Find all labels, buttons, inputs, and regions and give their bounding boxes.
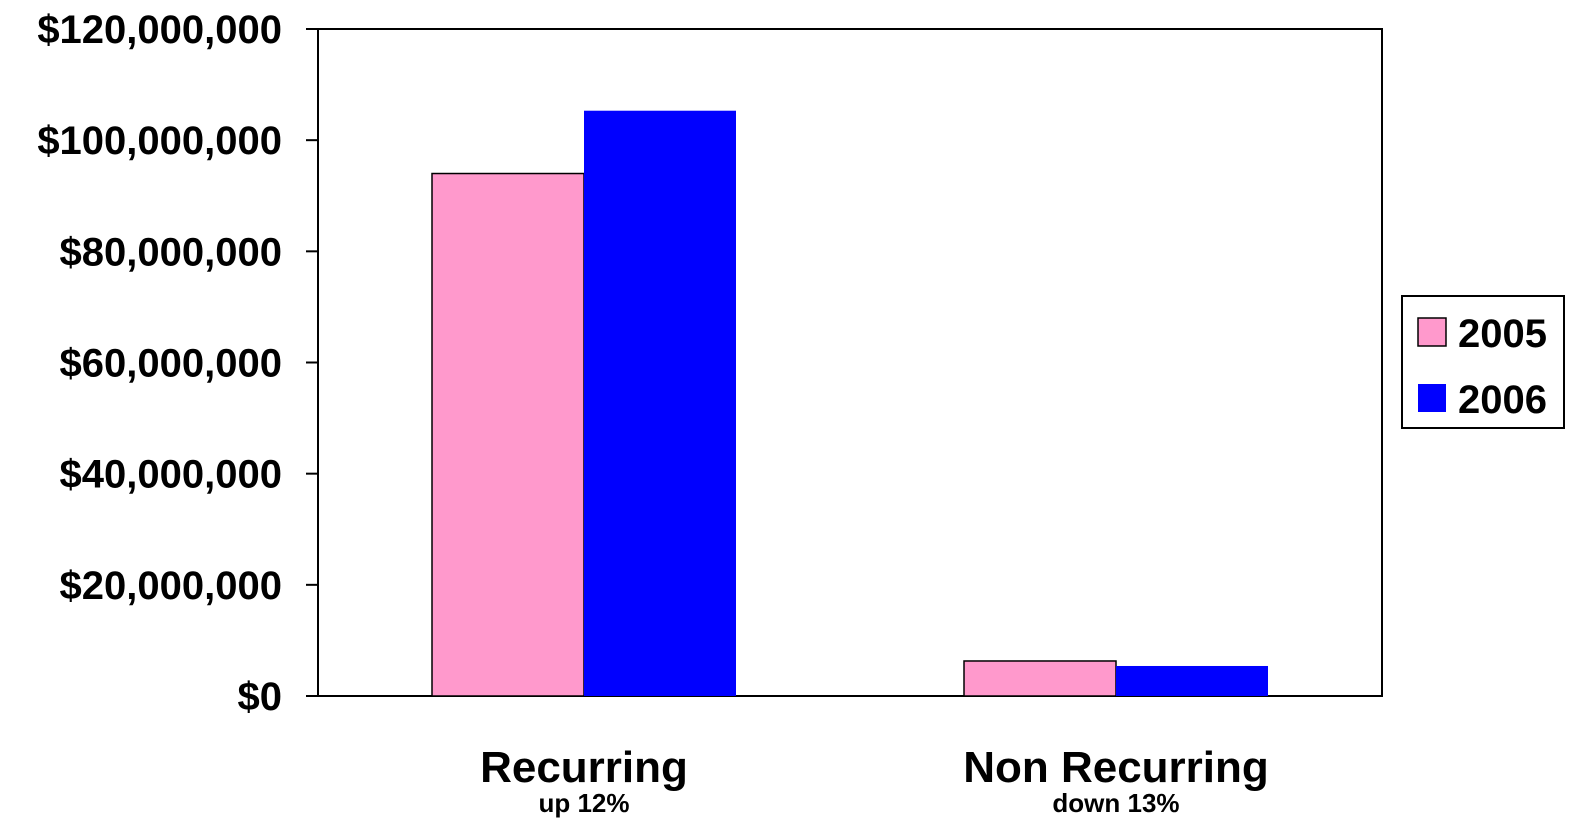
y-tick-label: $20,000,000 [60, 564, 282, 608]
legend-label: 2005 [1458, 312, 1547, 356]
y-tick-label: $120,000,000 [37, 8, 282, 52]
y-tick-label: $100,000,000 [37, 119, 282, 163]
bars [431, 110, 1268, 697]
x-category-label: Recurring [480, 743, 688, 792]
x-category-note: down 13% [1052, 788, 1179, 818]
x-category-label: Non Recurring [963, 743, 1269, 792]
x-category-note: up 12% [538, 788, 629, 818]
bar-2006-non-recurring [1116, 665, 1268, 696]
y-axis: $0 $20,000,000 $40,000,000 $60,000,000 $80,0… [37, 8, 318, 719]
legend-swatch [1418, 384, 1446, 412]
bar-2006-recurring [584, 110, 736, 696]
y-tick-label: $0 [238, 675, 283, 719]
legend-swatch [1417, 317, 1447, 347]
legend-label: 2006 [1458, 378, 1547, 422]
legend: 2005 2006 [1401, 295, 1565, 429]
bar-2005-recurring [431, 172, 585, 697]
y-tick-label: $40,000,000 [60, 453, 282, 497]
y-tick-label: $80,000,000 [60, 230, 282, 274]
y-tick-label: $60,000,000 [60, 342, 282, 386]
bar-2005-non-recurring [963, 660, 1117, 697]
